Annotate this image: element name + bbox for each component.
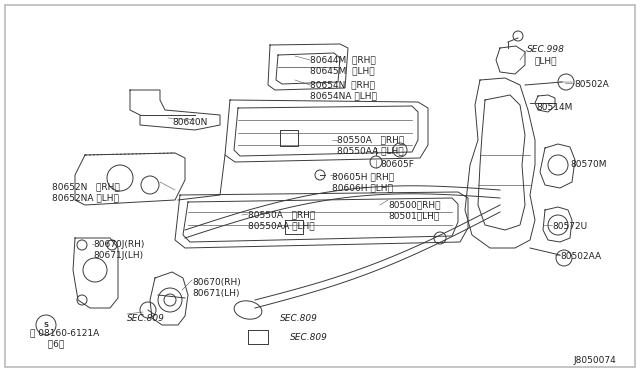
Text: S: S [44,322,49,328]
Text: 80606H 〈LH〉: 80606H 〈LH〉 [332,183,393,192]
Text: 80501〈LH〉: 80501〈LH〉 [388,211,439,220]
Text: 80605F: 80605F [380,160,414,169]
Text: 80645M  〈LH〉: 80645M 〈LH〉 [310,66,374,75]
Text: 80572U: 80572U [552,222,587,231]
Text: 80652N   〈RH〉: 80652N 〈RH〉 [52,182,120,191]
Text: 〈LH〉: 〈LH〉 [535,56,557,65]
Text: 80654NA 〈LH〉: 80654NA 〈LH〉 [310,91,377,100]
Text: Ⓢ 08160-6121A: Ⓢ 08160-6121A [30,328,99,337]
Text: 80640N: 80640N [172,118,207,127]
Text: 80654N  〈RH〉: 80654N 〈RH〉 [310,80,375,89]
Text: 80670(RH): 80670(RH) [192,278,241,287]
Text: 80652NA 〈LH〉: 80652NA 〈LH〉 [52,193,119,202]
Text: 80502AA: 80502AA [560,252,601,261]
Text: SEC.809: SEC.809 [127,314,165,323]
Text: 80550A   〈RH〉: 80550A 〈RH〉 [337,135,404,144]
Text: 80502A: 80502A [574,80,609,89]
Text: 80514M: 80514M [536,103,572,112]
Text: 80500〈RH〉: 80500〈RH〉 [388,200,440,209]
Text: 80644M  〈RH〉: 80644M 〈RH〉 [310,55,376,64]
Text: 80550AA 〈LH〉: 80550AA 〈LH〉 [337,146,404,155]
Text: 〈6〉: 〈6〉 [42,339,64,348]
Text: 80605H 〈RH〉: 80605H 〈RH〉 [332,172,394,181]
Text: J8050074: J8050074 [573,356,616,365]
Text: 80550A   〈RH〉: 80550A 〈RH〉 [248,210,316,219]
Text: 80670J(RH): 80670J(RH) [93,240,145,249]
Text: 80550AA 〈LH〉: 80550AA 〈LH〉 [248,221,315,230]
Text: 80671(LH): 80671(LH) [192,289,239,298]
Text: SEC.809: SEC.809 [280,314,318,323]
Text: SEC.998: SEC.998 [527,45,565,54]
Text: 80671J(LH): 80671J(LH) [93,251,143,260]
Text: 80570M: 80570M [570,160,607,169]
Text: SEC.809: SEC.809 [290,333,328,342]
